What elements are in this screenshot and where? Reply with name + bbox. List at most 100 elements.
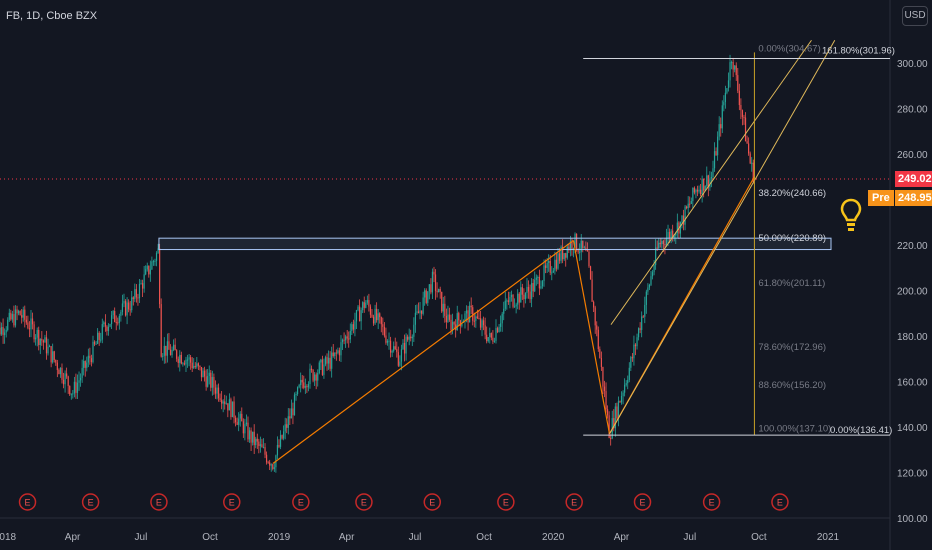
candle-body bbox=[137, 297, 139, 299]
candle-body bbox=[713, 151, 716, 169]
candle-body bbox=[738, 90, 740, 106]
candle-body bbox=[262, 447, 265, 449]
fib-level-label: 0.00%(136.41) bbox=[830, 425, 892, 436]
candle-body bbox=[616, 406, 618, 419]
x-tick-label: Jul bbox=[135, 532, 148, 543]
candle-body bbox=[152, 261, 155, 263]
candle-body bbox=[586, 250, 589, 252]
candle-body bbox=[52, 351, 54, 363]
candle-body bbox=[355, 310, 358, 322]
candle-body bbox=[346, 336, 348, 339]
candle-body bbox=[334, 352, 336, 357]
candle-body bbox=[55, 359, 57, 363]
candle-body bbox=[247, 422, 249, 440]
candle-body bbox=[552, 270, 554, 273]
candle-body bbox=[250, 430, 252, 443]
candle-body bbox=[431, 271, 434, 293]
candle-body bbox=[740, 105, 742, 111]
candle-body bbox=[417, 311, 420, 314]
candle-body bbox=[534, 279, 536, 292]
candle-body bbox=[541, 281, 544, 287]
candle-body bbox=[193, 365, 195, 369]
candle-body bbox=[203, 370, 206, 377]
candle-body bbox=[752, 162, 754, 182]
candle-body bbox=[312, 370, 314, 381]
candle-body bbox=[13, 314, 15, 326]
candle-body bbox=[335, 352, 337, 354]
candle-body bbox=[385, 335, 387, 343]
candle-body bbox=[224, 401, 226, 404]
candle-body bbox=[744, 117, 747, 142]
candle-body bbox=[323, 364, 325, 375]
currency-button[interactable]: USD bbox=[902, 6, 928, 26]
candle-body bbox=[121, 303, 124, 312]
candle-body bbox=[92, 341, 94, 363]
candle-body bbox=[470, 305, 472, 308]
candle-body bbox=[25, 319, 27, 323]
candle-body bbox=[687, 203, 689, 209]
candle-body bbox=[557, 253, 559, 269]
fib-level-label: 0.00%(304.67) bbox=[758, 43, 820, 54]
candle-body bbox=[580, 240, 582, 252]
candle-body bbox=[123, 301, 125, 304]
candle-body bbox=[279, 435, 282, 447]
candle-body bbox=[507, 300, 509, 302]
candle-body bbox=[597, 329, 599, 350]
candle-body bbox=[340, 342, 342, 356]
lightbulb-icon[interactable] bbox=[840, 198, 862, 234]
candle-body bbox=[135, 289, 137, 298]
candle-body bbox=[548, 261, 550, 263]
candle-body bbox=[732, 62, 734, 70]
candle-body bbox=[676, 222, 678, 233]
candle-body bbox=[129, 309, 131, 311]
candle-body bbox=[498, 326, 500, 333]
candle-body bbox=[176, 350, 178, 359]
candle-body bbox=[377, 313, 379, 321]
candle-body bbox=[217, 387, 220, 399]
candle-body bbox=[617, 401, 620, 419]
candle-body bbox=[512, 294, 514, 307]
candle-body bbox=[523, 294, 525, 300]
candle-body bbox=[141, 283, 144, 289]
candle-body bbox=[707, 175, 709, 188]
candle-body bbox=[594, 307, 596, 326]
candle-body bbox=[138, 283, 141, 299]
symbol-title: FB, 1D, Cboe BZX bbox=[6, 10, 98, 22]
candle-body bbox=[450, 319, 452, 330]
candle-body bbox=[160, 304, 162, 357]
candle-body bbox=[149, 269, 151, 275]
candle-body bbox=[131, 297, 133, 311]
candle-body bbox=[304, 386, 306, 388]
candle-body bbox=[517, 293, 519, 305]
candle-body bbox=[631, 357, 633, 359]
candle-body bbox=[11, 314, 13, 320]
x-tick-label: 2021 bbox=[817, 532, 840, 543]
candle-body bbox=[743, 116, 745, 118]
candle-body bbox=[35, 337, 37, 340]
candle-body bbox=[661, 241, 663, 245]
candle-body bbox=[579, 251, 581, 253]
candle-body bbox=[205, 376, 207, 387]
candle-body bbox=[269, 462, 271, 466]
candle-body bbox=[363, 302, 365, 308]
candle-body bbox=[179, 354, 181, 363]
candle-body bbox=[53, 351, 55, 360]
candle-body bbox=[100, 339, 102, 341]
candle-body bbox=[7, 319, 9, 330]
earnings-e-icon bbox=[702, 493, 721, 511]
candle-body bbox=[272, 464, 274, 469]
candle-body bbox=[372, 316, 375, 324]
candle-body bbox=[500, 323, 502, 327]
candle-body bbox=[467, 310, 469, 323]
candle-body bbox=[546, 262, 548, 268]
candle-body bbox=[199, 365, 201, 367]
candle-body bbox=[672, 230, 674, 239]
candle-body bbox=[87, 355, 89, 363]
candle-body bbox=[690, 201, 692, 204]
candle-body bbox=[386, 340, 389, 343]
candle-body bbox=[746, 141, 748, 144]
candle-body bbox=[655, 247, 657, 266]
candle-body bbox=[196, 363, 198, 367]
y-tick-label: 160.00 bbox=[897, 378, 928, 389]
